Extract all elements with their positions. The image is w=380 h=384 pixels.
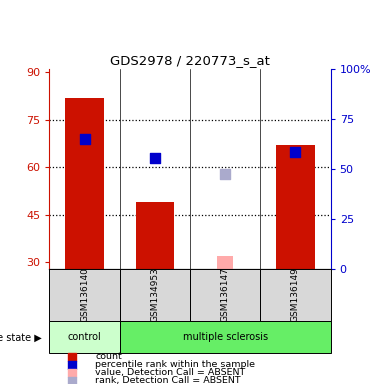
Text: disease state ▶: disease state ▶ <box>0 333 42 343</box>
Bar <box>136 202 174 269</box>
Bar <box>49 321 120 353</box>
Bar <box>120 269 190 321</box>
Bar <box>276 145 315 269</box>
Bar <box>260 269 331 321</box>
Point <box>152 155 158 161</box>
Text: percentile rank within the sample: percentile rank within the sample <box>95 361 255 369</box>
Point <box>293 149 299 155</box>
Bar <box>120 321 331 353</box>
Text: GSM134953: GSM134953 <box>150 267 159 322</box>
Text: value, Detection Call = ABSENT: value, Detection Call = ABSENT <box>95 368 245 377</box>
Text: GSM136140: GSM136140 <box>80 267 89 322</box>
Text: count: count <box>95 353 122 361</box>
Title: GDS2978 / 220773_s_at: GDS2978 / 220773_s_at <box>110 53 270 66</box>
Point <box>222 170 228 177</box>
Bar <box>190 269 260 321</box>
Bar <box>217 256 233 269</box>
Bar <box>49 269 120 321</box>
Bar <box>65 98 104 269</box>
Point <box>82 136 88 142</box>
Text: control: control <box>68 332 101 342</box>
Text: GSM136147: GSM136147 <box>221 267 230 322</box>
Text: multiple sclerosis: multiple sclerosis <box>182 332 268 342</box>
Text: rank, Detection Call = ABSENT: rank, Detection Call = ABSENT <box>95 376 241 384</box>
Text: GSM136149: GSM136149 <box>291 267 300 322</box>
